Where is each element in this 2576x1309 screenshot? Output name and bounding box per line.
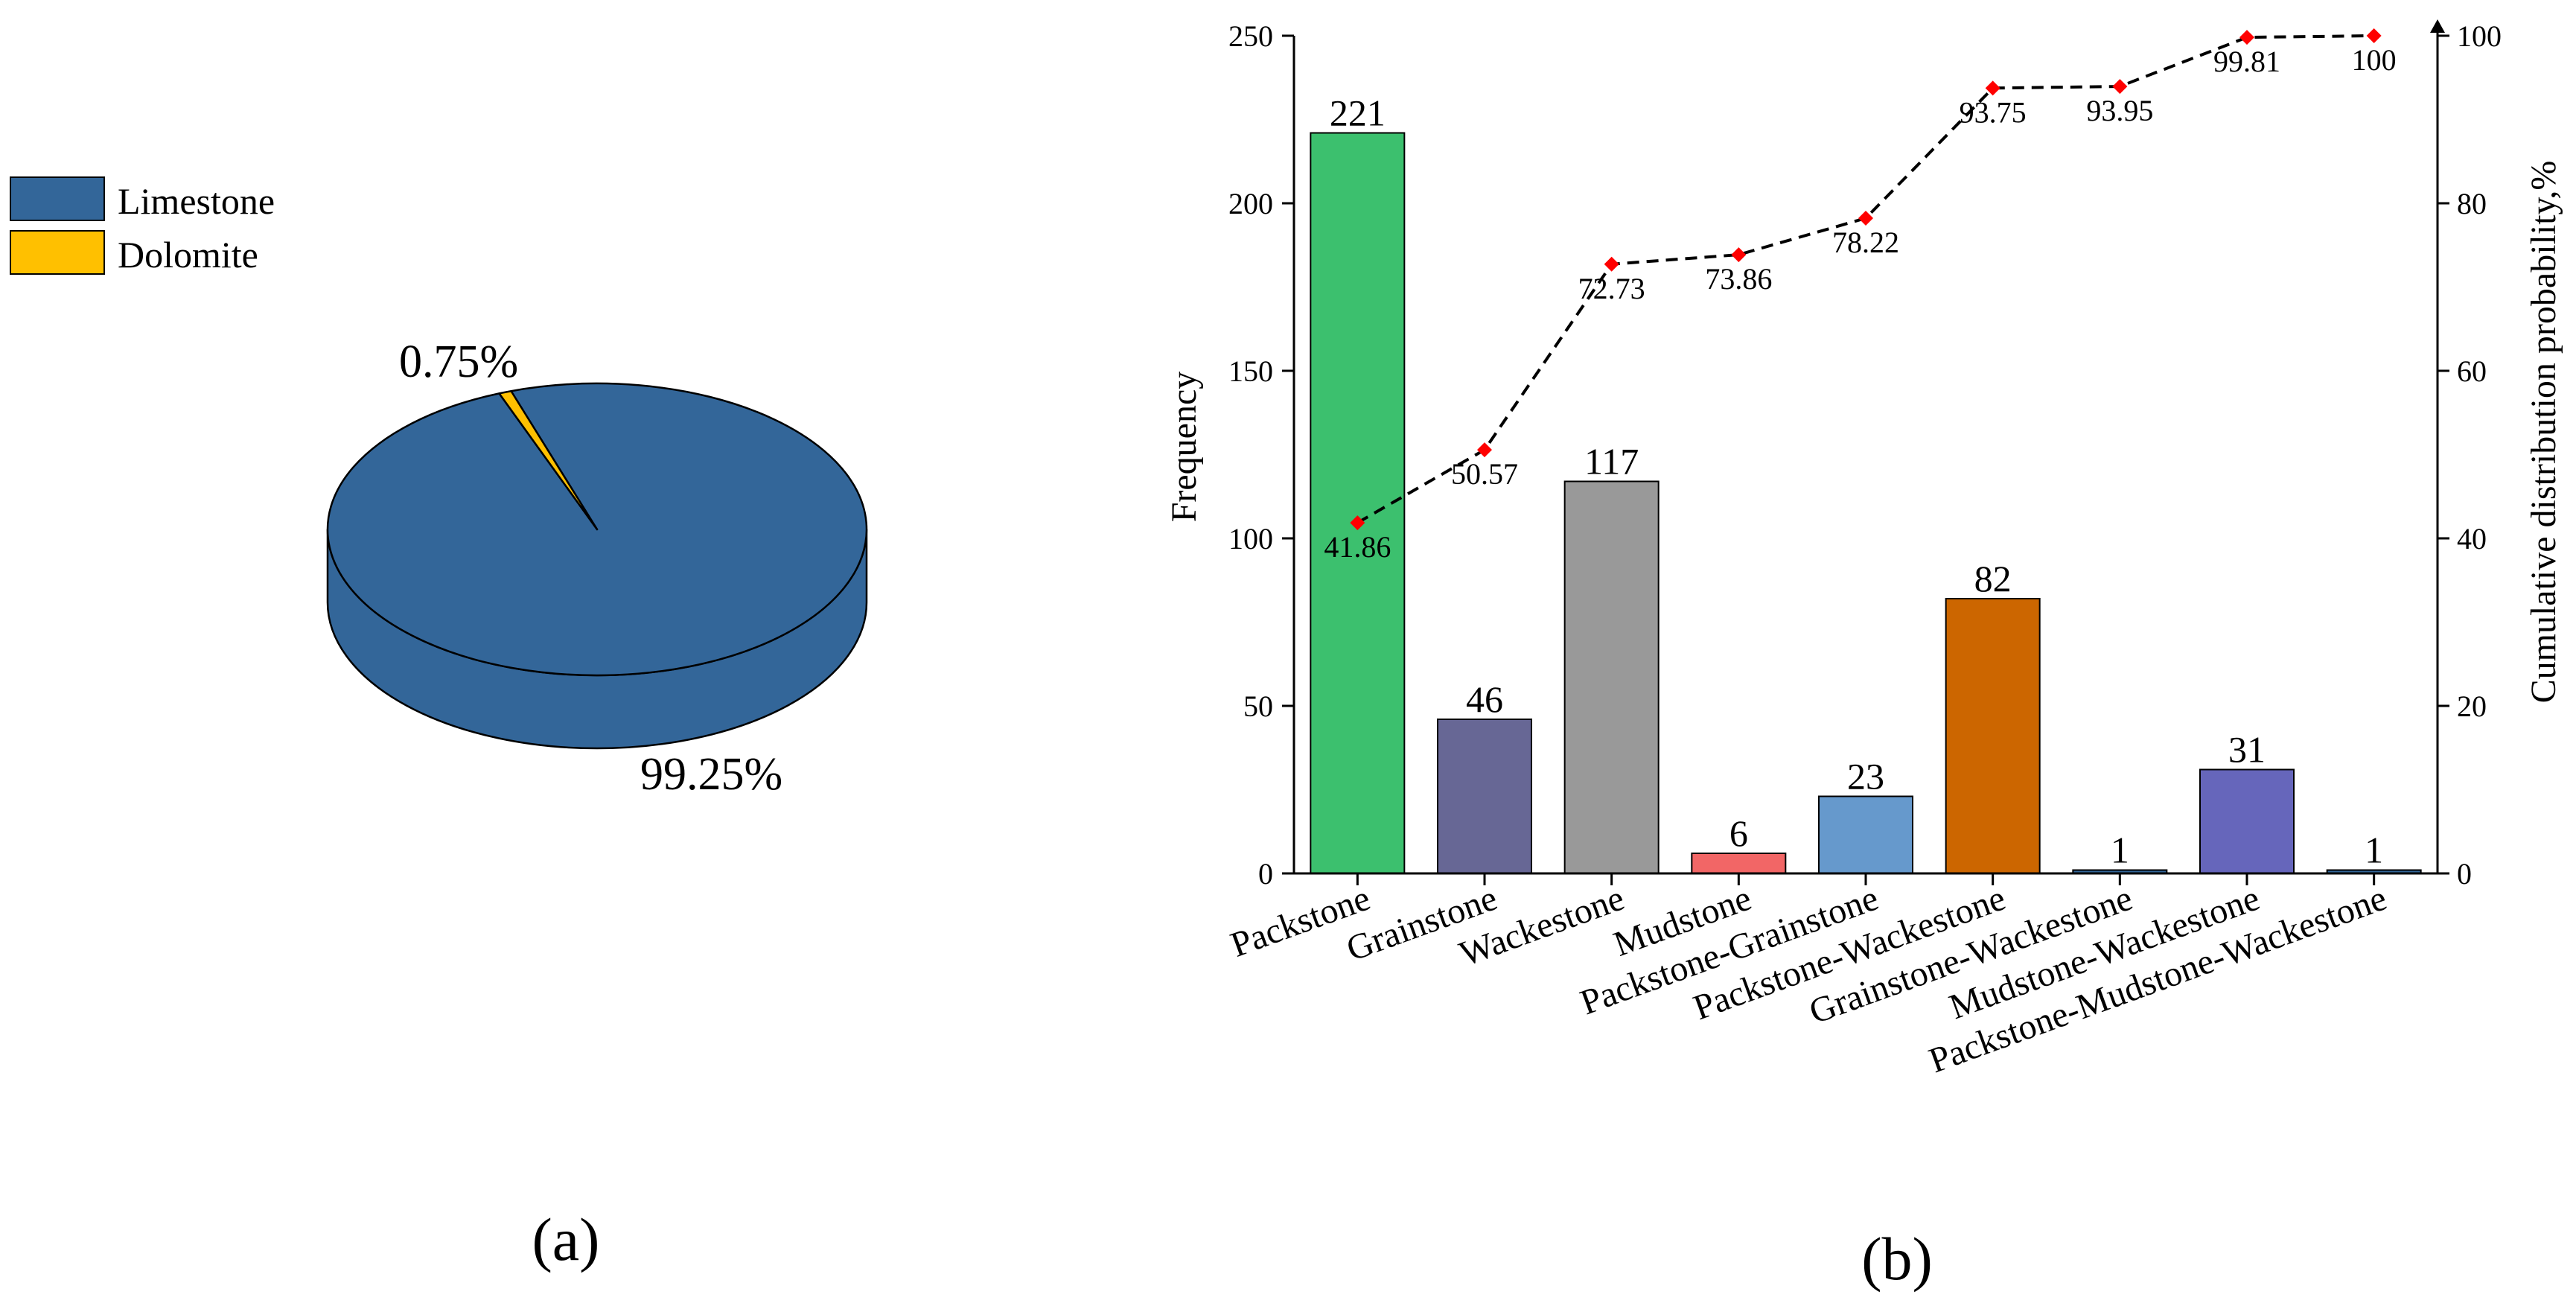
y2-tick-label: 20: [2457, 689, 2487, 723]
bar-value-label: 117: [1584, 441, 1639, 482]
panel-label-b: (b): [1861, 1225, 1933, 1293]
cumulative-value-label: 100: [2352, 43, 2397, 77]
chart-axes: 0 50 100 150 200 250 0 20 40 60 80 100: [1228, 19, 2502, 891]
y2-tick-label: 60: [2457, 354, 2487, 388]
pie-label-limestone: 99.25%: [640, 749, 782, 800]
panel-label-a: (a): [532, 1206, 599, 1273]
y-axis-title: Frequency: [1164, 372, 1204, 523]
cumulative-marker: [1985, 80, 2000, 96]
cumulative-value-label: 93.95: [2086, 94, 2153, 127]
cumulative-series: [1350, 28, 2382, 531]
y2-tick-label: 80: [2457, 187, 2487, 220]
y-tick-label: 150: [1228, 354, 1273, 388]
y2-axis-title: Cumulative distribution probability,%: [2524, 161, 2563, 704]
pie-slice-dolomite: [498, 389, 599, 531]
y-tick-label: 200: [1228, 187, 1273, 220]
bar-value-label: 46: [1466, 678, 1503, 720]
cumulative-value-labels: 41.86 50.57 72.73 73.86 78.22 93.75 93.95 99.81…: [1324, 43, 2396, 564]
y-tick-label: 100: [1228, 522, 1273, 555]
bar-packstone-wackestone: [1945, 598, 2041, 874]
y2-tick-label: 0: [2457, 857, 2472, 891]
y-tick-label: 250: [1228, 19, 1273, 53]
bar-value-label: 6: [1729, 812, 1748, 854]
cumulative-marker: [2366, 28, 2382, 43]
bar-value-label: 23: [1847, 756, 1884, 797]
pie-legend: Limestone Dolomite: [10, 176, 275, 276]
legend-label-dolomite: Dolomite: [118, 234, 258, 276]
bar-value-label: 1: [2365, 829, 2383, 871]
cumulative-marker: [1350, 515, 1365, 531]
y2-axis-arrow: [2430, 19, 2445, 33]
bar-wackestone: [1563, 480, 1660, 874]
legend-swatch-dolomite: [10, 230, 105, 275]
y-tick-label: 50: [1243, 689, 1273, 723]
category-labels: PackstoneGrainstoneWackestoneMudstonePac…: [1225, 879, 2391, 1081]
cumulative-value-label: 99.81: [2213, 45, 2280, 78]
cumulative-marker: [1731, 247, 1747, 263]
y-tick-label: 0: [1258, 857, 1273, 891]
cumulative-line: [1356, 34, 2374, 524]
bar-value-labels: 221 46 117 6 23 82 1 31 1: [1330, 92, 2383, 871]
bar-packstone-grainstone: [1818, 795, 1913, 874]
pie-label-dolomite: 0.75%: [399, 337, 518, 387]
bar-series: [1310, 132, 2422, 874]
pie-chart: Limestone Dolomite 0.75% 99.25%: [10, 176, 868, 800]
cumulative-value-label: 73.86: [1705, 262, 1772, 296]
cumulative-marker: [2112, 79, 2128, 95]
bar-value-label: 31: [2228, 729, 2266, 771]
cumulative-value-label: 93.75: [1960, 95, 2027, 129]
cumulative-value-label: 72.73: [1578, 272, 1645, 305]
legend-label-limestone: Limestone: [118, 180, 275, 222]
cumulative-marker: [2239, 30, 2254, 45]
y2-tick-label: 40: [2457, 522, 2487, 555]
cumulative-marker: [1858, 211, 1873, 226]
cumulative-value-label: 50.57: [1451, 457, 1518, 491]
bar-chart: 0 50 100 150 200 250 0 20 40 60 80 100 221 46 117 6 23 8…: [1164, 19, 2563, 1080]
bar-value-label: 82: [1974, 558, 2012, 599]
bar-grainstone: [1437, 719, 1532, 874]
bar-packstone: [1310, 132, 1406, 874]
cumulative-marker: [1477, 442, 1492, 458]
cumulative-value-label: 78.22: [1832, 226, 1899, 259]
cumulative-value-label: 41.86: [1324, 530, 1391, 564]
legend-swatch-limestone: [10, 176, 105, 221]
bar-mudstone-wackestone: [2199, 768, 2295, 874]
bar-mudstone: [1691, 853, 1787, 874]
bar-value-label: 1: [2111, 829, 2129, 871]
y2-tick-label: 100: [2457, 19, 2502, 53]
cumulative-marker: [1604, 256, 1619, 272]
bar-value-label: 221: [1330, 92, 1386, 134]
